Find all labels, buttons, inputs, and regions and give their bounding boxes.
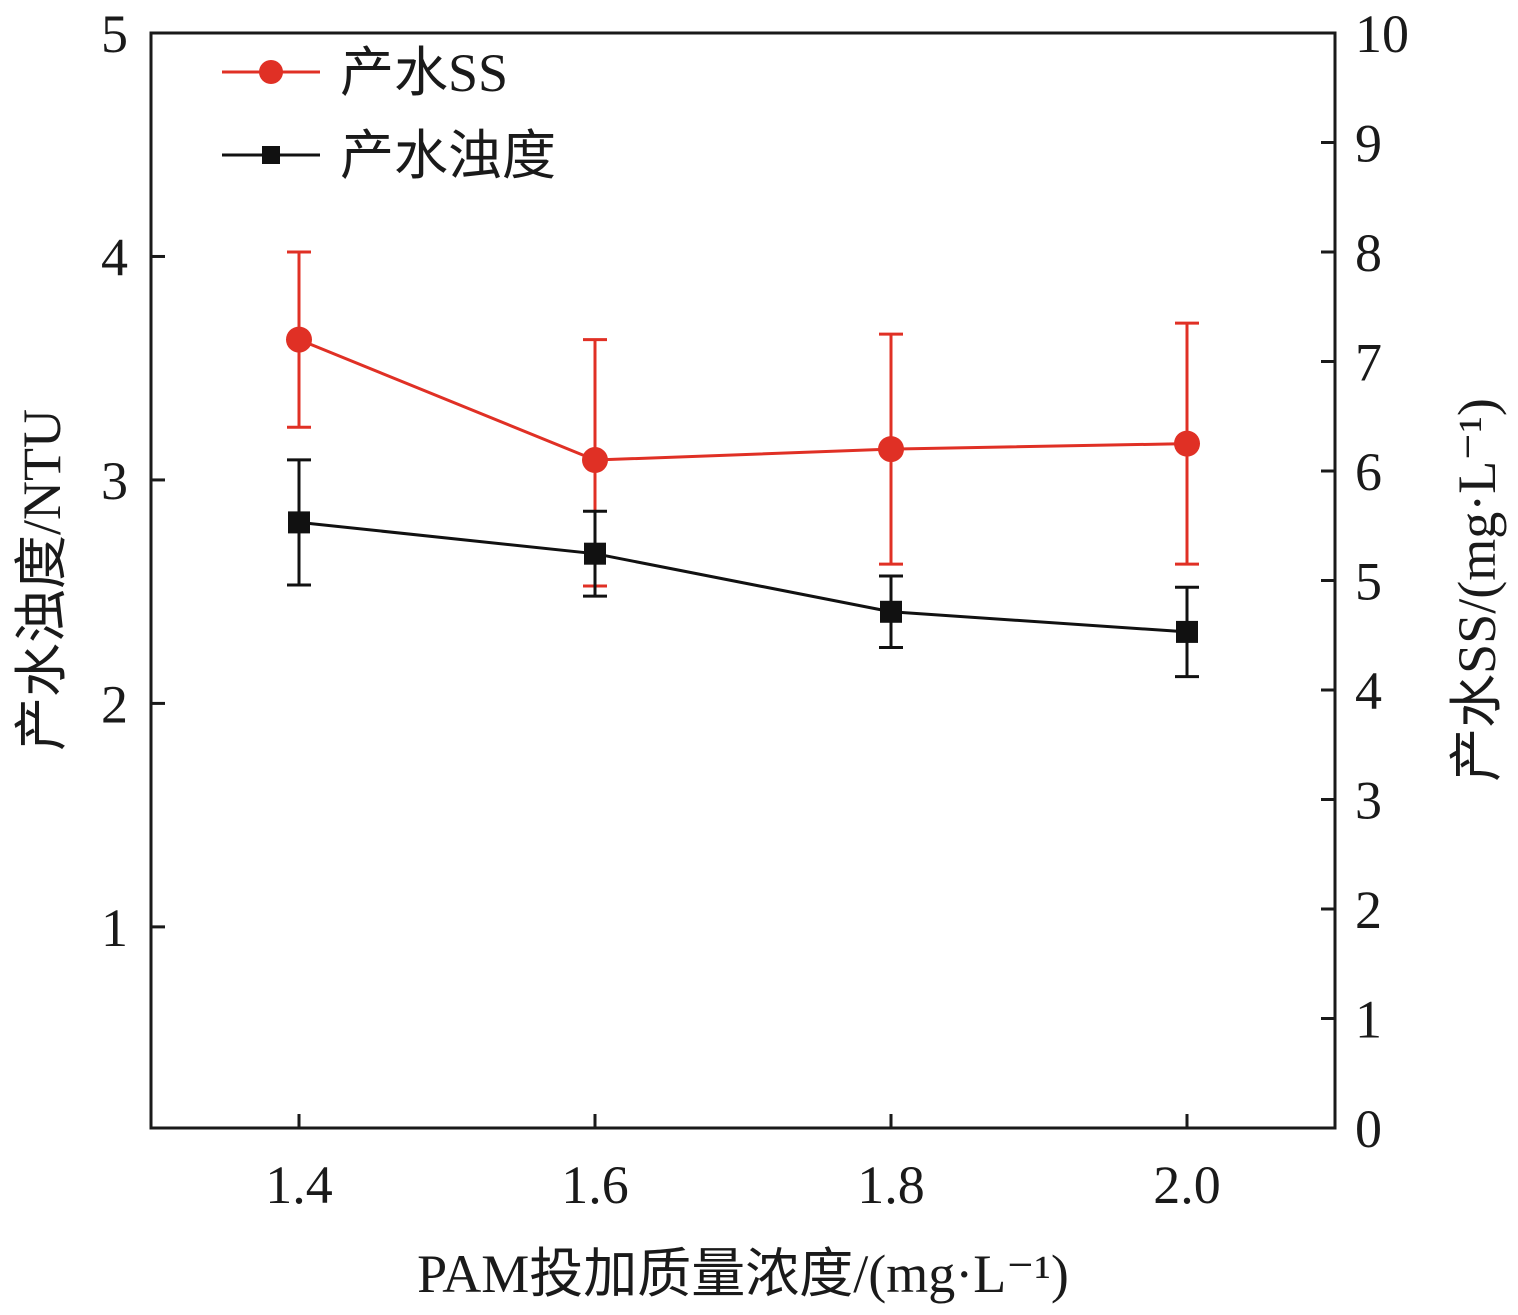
- left-y-axis-title: 产水浊度/NTU: [12, 409, 72, 751]
- right-y-tick-label: 8: [1355, 223, 1382, 283]
- left-y-tick-label: 5: [101, 4, 128, 64]
- left-y-tick-label: 4: [101, 227, 128, 287]
- right-y-tick-label: 9: [1355, 114, 1382, 174]
- right-y-tick-label: 10: [1355, 4, 1409, 64]
- left-y-tick-label: 1: [101, 898, 128, 958]
- left-y-tick-label: 3: [101, 451, 128, 511]
- x-tick-label: 1.6: [561, 1155, 629, 1215]
- x-tick-label: 2.0: [1153, 1155, 1221, 1215]
- data-point-ss: [878, 436, 904, 463]
- series-line-ss: [298, 338, 1188, 462]
- data-point-turbidity: [584, 542, 606, 565]
- right-y-tick-label: 7: [1355, 333, 1382, 393]
- data-point-turbidity: [880, 600, 902, 623]
- plot-frame: [149, 31, 1337, 1130]
- right-y-tick-label: 1: [1355, 990, 1382, 1050]
- right-y-tick-label: 4: [1355, 661, 1382, 721]
- legend-marker-ss: [259, 60, 283, 84]
- right-y-tick-label: 6: [1355, 442, 1382, 502]
- series-line-turbidity: [298, 520, 1188, 634]
- right-y-tick-label: 3: [1355, 771, 1382, 831]
- legend-label-ss: 产水SS: [340, 43, 508, 103]
- left-y-tick-label: 2: [101, 674, 128, 734]
- data-point-ss: [1174, 430, 1200, 457]
- legend-item-ss: 产水SS: [222, 43, 508, 103]
- legend-item-turbidity: 产水浊度: [222, 126, 556, 186]
- legend-marker-turbidity: [262, 146, 280, 164]
- x-tick-label: 1.4: [265, 1155, 333, 1215]
- series-turbidity: [287, 458, 1199, 679]
- data-point-turbidity: [1176, 620, 1198, 643]
- x-tick-label: 1.8: [857, 1155, 925, 1215]
- data-point-ss: [286, 326, 312, 353]
- series-group: [286, 250, 1200, 679]
- right-y-tick-label: 2: [1355, 880, 1382, 940]
- right-y-axis-title: 产水SS/(mg·L⁻¹): [1447, 398, 1507, 782]
- data-point-turbidity: [288, 511, 310, 534]
- data-point-ss: [582, 447, 608, 474]
- right-y-tick-label: 5: [1355, 552, 1382, 612]
- x-axis-title: PAM投加质量浓度/(mg·L⁻¹): [417, 1244, 1069, 1304]
- legend: 产水SS 产水浊度: [222, 43, 556, 186]
- legend-label-turbidity: 产水浊度: [340, 126, 556, 186]
- tick-group: 1.4 1.6 1.8 2.0 1 2 3 4 5 0 1 2 3 4 5 6 7 8 9 10: [101, 4, 1409, 1215]
- right-y-tick-label: 0: [1355, 1099, 1382, 1159]
